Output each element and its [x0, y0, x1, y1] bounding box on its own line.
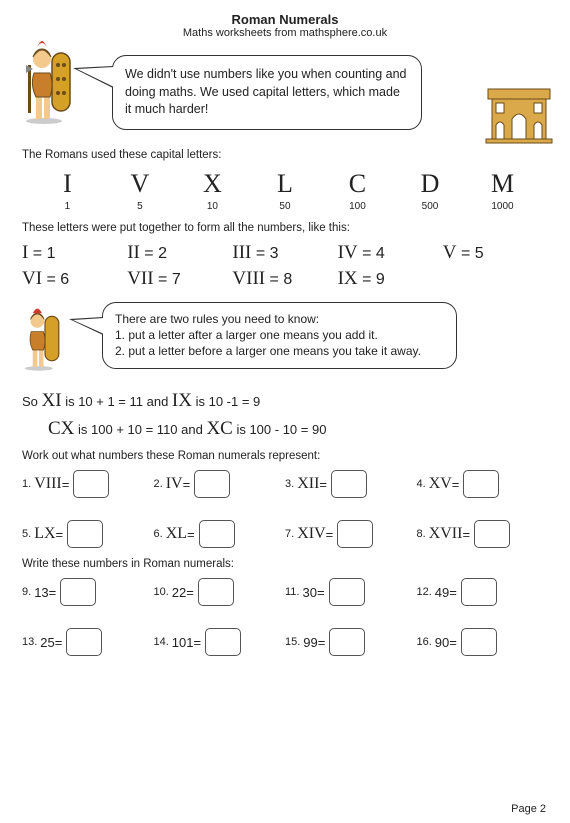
page-title: Roman Numerals	[22, 12, 548, 27]
question-item: 13. 25 =	[22, 628, 154, 656]
question-item: 12. 49 =	[417, 578, 549, 606]
example-item: IV = 4	[338, 242, 443, 264]
answer-box[interactable]	[463, 470, 499, 498]
speech-bubble-intro: We didn't use numbers like you when coun…	[112, 55, 422, 130]
page-subtitle: Maths worksheets from mathsphere.co.uk	[22, 27, 548, 39]
example-item: V = 5	[443, 242, 548, 264]
example-item: VIII = 8	[232, 268, 337, 290]
question-item: 5. LX =	[22, 520, 154, 548]
letter-cell: I1	[32, 169, 103, 212]
questions-grid-1: 1. VIII = 2. IV = 3. XII = 4. XV = 5. LX…	[22, 470, 548, 548]
answer-box[interactable]	[331, 470, 367, 498]
example-item: IX = 9	[338, 268, 443, 290]
rules-head: There are two rules you need to know:	[115, 311, 444, 327]
question-item: 10. 22 =	[154, 578, 286, 606]
intro-text-2: These letters were put together to form …	[22, 222, 548, 234]
prompt-2: Write these numbers in Roman numerals:	[22, 558, 548, 570]
answer-box[interactable]	[329, 578, 365, 606]
question-item: 4. XV =	[417, 470, 549, 498]
intro-text-1: The Romans used these capital letters:	[22, 149, 548, 161]
answer-box[interactable]	[461, 578, 497, 606]
rule-2: 2. put a letter before a larger one mean…	[115, 343, 444, 359]
example-item: VI = 6	[22, 268, 127, 290]
questions-grid-2: 9. 13 = 10. 22 = 11. 30 = 12. 49 = 13. 2…	[22, 578, 548, 656]
example-item: VII = 7	[127, 268, 232, 290]
answer-box[interactable]	[73, 470, 109, 498]
answer-box[interactable]	[67, 520, 103, 548]
answer-box[interactable]	[66, 628, 102, 656]
letter-cell: C100	[322, 169, 393, 212]
example-item: I = 1	[22, 242, 127, 264]
answer-box[interactable]	[198, 578, 234, 606]
question-item: 6. XL =	[154, 520, 286, 548]
answer-box[interactable]	[474, 520, 510, 548]
worked-example-1: So XI is 10 + 1 = 11 and IX is 10 -1 = 9	[22, 390, 548, 412]
question-item: 9. 13 =	[22, 578, 154, 606]
question-item: 11. 30 =	[285, 578, 417, 606]
answer-box[interactable]	[329, 628, 365, 656]
question-item: 16. 90 =	[417, 628, 549, 656]
question-item: 15. 99 =	[285, 628, 417, 656]
letter-cell: D500	[395, 169, 466, 212]
answer-box[interactable]	[199, 520, 235, 548]
rules-row: There are two rules you need to know: 1.…	[22, 302, 548, 380]
prompt-1: Work out what numbers these Roman numera…	[22, 450, 548, 462]
speech-bubble-rules: There are two rules you need to know: 1.…	[102, 302, 457, 369]
question-item: 14. 101 =	[154, 628, 286, 656]
letters-reference-row: I1 V5 X10 L50 C100 D500 M1000	[22, 169, 548, 212]
example-item: II = 2	[127, 242, 232, 264]
roman-soldier-small-icon	[22, 302, 68, 372]
worked-example-2: CX is 100 + 10 = 110 and XC is 100 - 10 …	[48, 418, 548, 440]
question-item: 1. VIII =	[22, 470, 154, 498]
roman-arch-icon	[484, 85, 554, 145]
question-item: 7. XIV =	[285, 520, 417, 548]
answer-box[interactable]	[205, 628, 241, 656]
letter-cell: L50	[250, 169, 321, 212]
letter-cell: X10	[177, 169, 248, 212]
page-number: Page 2	[511, 803, 546, 815]
example-item: III = 3	[232, 242, 337, 264]
answer-box[interactable]	[461, 628, 497, 656]
question-item: 3. XII =	[285, 470, 417, 498]
examples-grid: I = 1 II = 2 III = 3 IV = 4 V = 5 VI = 6…	[22, 242, 548, 290]
worksheet-header: Roman Numerals Maths worksheets from mat…	[22, 12, 548, 39]
letter-cell: M1000	[467, 169, 538, 212]
answer-box[interactable]	[194, 470, 230, 498]
intro-illustration-row: We didn't use numbers like you when coun…	[22, 45, 548, 145]
letter-cell: V5	[105, 169, 176, 212]
answer-box[interactable]	[60, 578, 96, 606]
answer-box[interactable]	[337, 520, 373, 548]
rule-1: 1. put a letter after a larger one means…	[115, 327, 444, 343]
question-item: 8. XVII =	[417, 520, 549, 548]
question-item: 2. IV =	[154, 470, 286, 498]
